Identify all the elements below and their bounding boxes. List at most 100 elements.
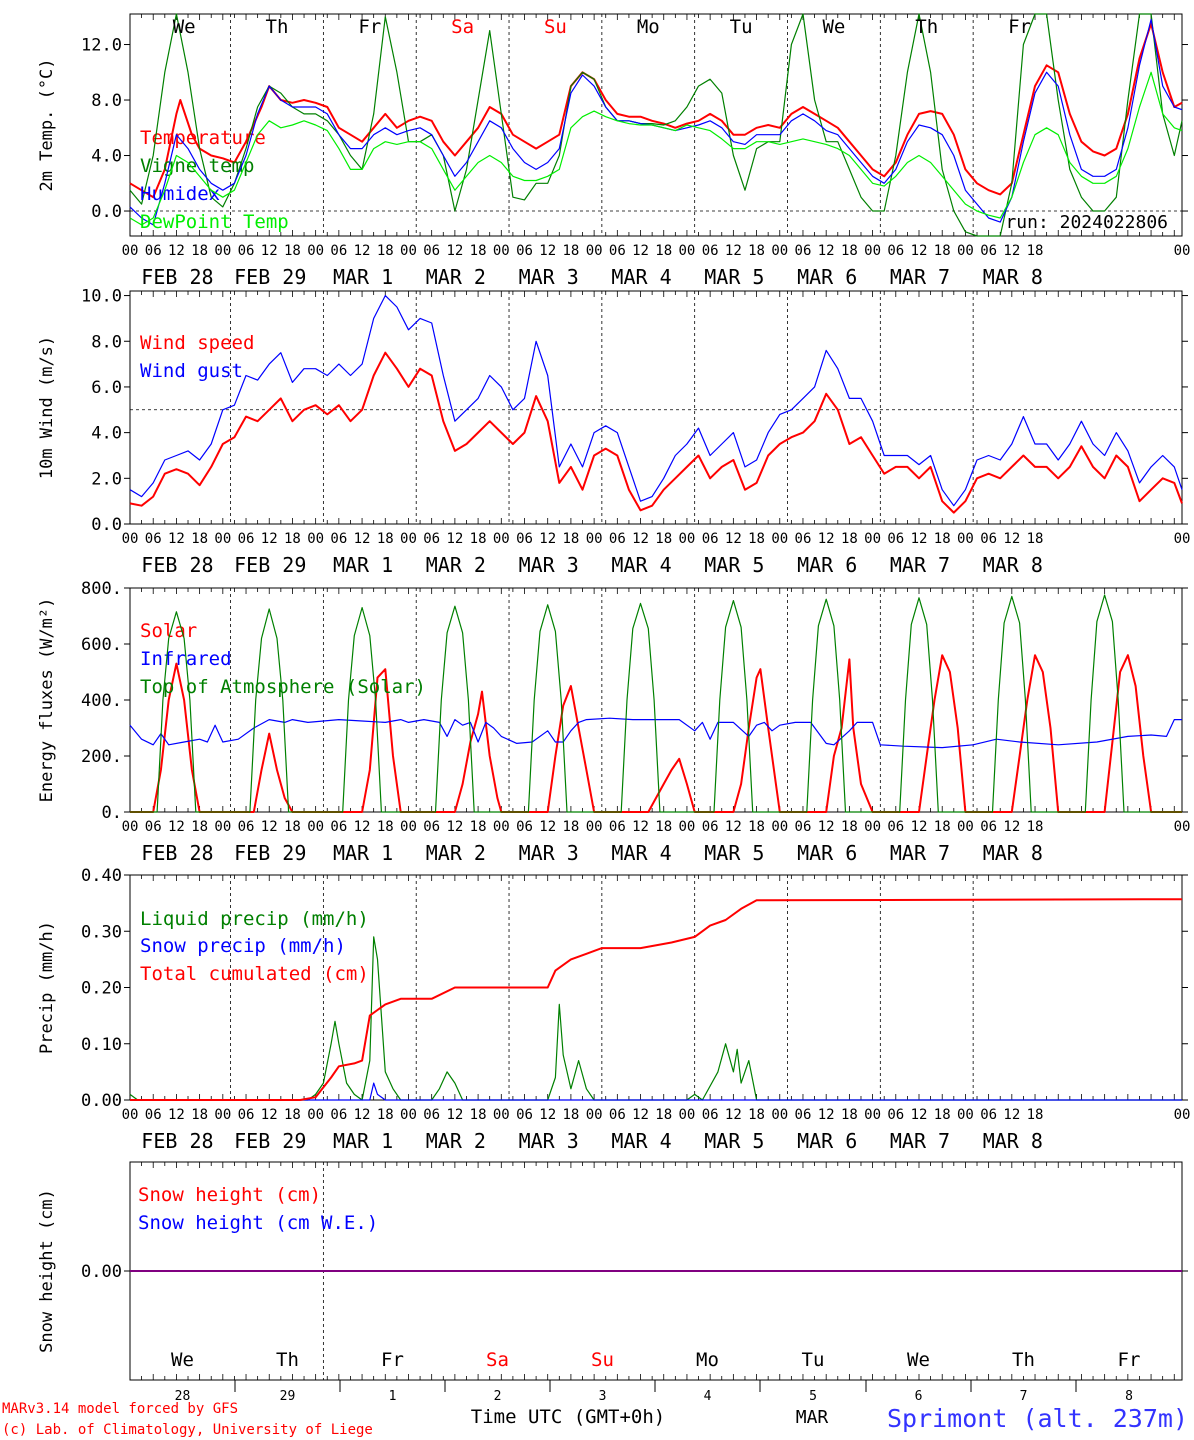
- hour-tick-label: 12: [1003, 243, 1020, 259]
- hour-tick-label: 06: [609, 531, 626, 547]
- hour-tick-label: 18: [748, 819, 765, 835]
- y-tick-label: 10.0: [81, 287, 122, 307]
- legend-label: DewPoint Temp: [140, 211, 289, 233]
- hour-tick-label: 18: [191, 819, 208, 835]
- panel-1: 0.04.08.012.02m Temp. (°C) TemperatureVig…: [37, 13, 1191, 289]
- date-label: FEB 29: [234, 553, 306, 577]
- hour-tick-label: 00: [493, 531, 510, 547]
- hour-tick-label: 00: [864, 243, 881, 259]
- y-tick-label: 4.0: [91, 424, 122, 444]
- hour-tick-label: 00: [1174, 243, 1191, 259]
- hour-tick-label: 12: [632, 819, 649, 835]
- station-title: Sprimont (alt. 237m): [887, 1404, 1188, 1433]
- hour-tick-label: 06: [980, 243, 997, 259]
- time-axis-title: Time UTC (GMT+0h): [471, 1406, 665, 1428]
- series-line-top-of-atmosphere-solar-: [130, 594, 1182, 813]
- weekday-label: Th: [915, 16, 938, 38]
- date-label: MAR 2: [426, 841, 486, 865]
- hour-tick-label: 06: [238, 1107, 255, 1123]
- hour-tick-label: 12: [354, 819, 371, 835]
- hour-tick-label: 12: [261, 243, 278, 259]
- y-tick-label: 800.: [81, 579, 122, 599]
- hour-tick-label: 18: [1027, 531, 1044, 547]
- hour-tick-label: 06: [145, 243, 162, 259]
- panel-2: 0.0 2.0 4.0 6.0 8.0 10.0 10m Wind (m/s) Wind sp…: [37, 287, 1190, 577]
- hour-tick-label: 00: [400, 1107, 417, 1123]
- day-number-label: 7: [1020, 1389, 1028, 1404]
- weekday-label-bottom: Fr: [1118, 1349, 1141, 1371]
- hour-tick-label: 06: [330, 819, 347, 835]
- hour-tick-label: 06: [145, 531, 162, 547]
- day-number-label: 4: [704, 1389, 712, 1404]
- weekday-label-bottom: Su: [591, 1349, 614, 1371]
- hour-tick-label: 12: [261, 1107, 278, 1123]
- day-number-label: 1: [389, 1389, 397, 1404]
- weekday-label-bottom: We: [171, 1349, 194, 1371]
- hour-tick-label: 06: [702, 531, 719, 547]
- hour-tick-label: 00: [586, 243, 603, 259]
- legend-label: Temperature: [140, 127, 266, 149]
- day-number-label: 2: [494, 1389, 502, 1404]
- hour-tick-label: 00: [122, 1107, 139, 1123]
- hour-tick-label: 18: [377, 243, 394, 259]
- hour-tick-label: 06: [702, 243, 719, 259]
- hour-tick-label: 06: [795, 819, 812, 835]
- hour-tick-label: 06: [516, 243, 533, 259]
- day-number-label: 6: [915, 1389, 923, 1404]
- hour-tick-label: 00: [214, 1107, 231, 1123]
- legend-label: Wind speed: [140, 332, 254, 354]
- date-label: MAR 1: [333, 265, 393, 289]
- hour-tick-label: 00: [122, 243, 139, 259]
- date-label: MAR 7: [890, 1129, 950, 1153]
- y-tick-label: 0.40: [81, 866, 122, 886]
- hour-tick-label: 18: [1027, 819, 1044, 835]
- y-tick-label: 0.00: [81, 1262, 122, 1282]
- hour-tick-label: 06: [516, 531, 533, 547]
- hour-tick-label: 00: [122, 531, 139, 547]
- hour-tick-label: 18: [284, 819, 301, 835]
- y-tick-label: 0.30: [81, 922, 122, 942]
- hour-tick-label: 12: [539, 531, 556, 547]
- hour-tick-label: 06: [516, 1107, 533, 1123]
- date-label: MAR 8: [983, 265, 1043, 289]
- hour-tick-label: 18: [562, 819, 579, 835]
- hour-tick-label: 12: [446, 243, 463, 259]
- hour-tick-label: 06: [330, 243, 347, 259]
- hour-tick-label: 06: [238, 531, 255, 547]
- hour-tick-label: 00: [957, 243, 974, 259]
- hour-tick-label: 12: [632, 1107, 649, 1123]
- y-tick-label: 0.0: [91, 515, 122, 535]
- hour-tick-label: 06: [795, 1107, 812, 1123]
- hour-tick-label: 06: [330, 1107, 347, 1123]
- date-label: MAR 1: [333, 841, 393, 865]
- date-label: MAR 6: [797, 1129, 857, 1153]
- weekday-label-bottom: We: [907, 1349, 930, 1371]
- date-label: MAR 7: [890, 553, 950, 577]
- hour-tick-label: 12: [725, 819, 742, 835]
- hour-tick-label: 00: [400, 243, 417, 259]
- hour-tick-label: 12: [911, 1107, 928, 1123]
- hour-tick-label: 18: [655, 1107, 672, 1123]
- date-label: MAR 1: [333, 1129, 393, 1153]
- date-label: FEB 28: [141, 265, 213, 289]
- date-label: FEB 28: [141, 841, 213, 865]
- panel-5: 0.00 Snow height (cm) Snow height (cm) Snow…: [37, 1161, 1188, 1381]
- hour-tick-label: 18: [284, 1107, 301, 1123]
- series-line-infrared: [129, 717, 1182, 749]
- y-axis-title: Energy fluxes (W/m²): [37, 598, 57, 803]
- legend-label: Wind gust: [140, 360, 243, 382]
- hour-tick-label: 00: [122, 819, 139, 835]
- y-tick-label: 600.: [81, 635, 122, 655]
- date-label: MAR 1: [333, 553, 393, 577]
- hour-tick-label: 18: [562, 243, 579, 259]
- legend-label: Solar: [140, 620, 197, 642]
- legend-label: Top of Atmosphere (Solar): [140, 676, 426, 698]
- hour-tick-label: 00: [214, 531, 231, 547]
- day-number-label: 3: [599, 1389, 607, 1404]
- hour-tick-label: 18: [284, 531, 301, 547]
- hour-tick-label: 06: [702, 819, 719, 835]
- date-label: MAR 4: [611, 553, 671, 577]
- y-axis-title: Snow height (cm): [37, 1189, 57, 1353]
- y-tick-label: 8.0: [91, 332, 122, 352]
- weekday-label: Th: [266, 16, 289, 38]
